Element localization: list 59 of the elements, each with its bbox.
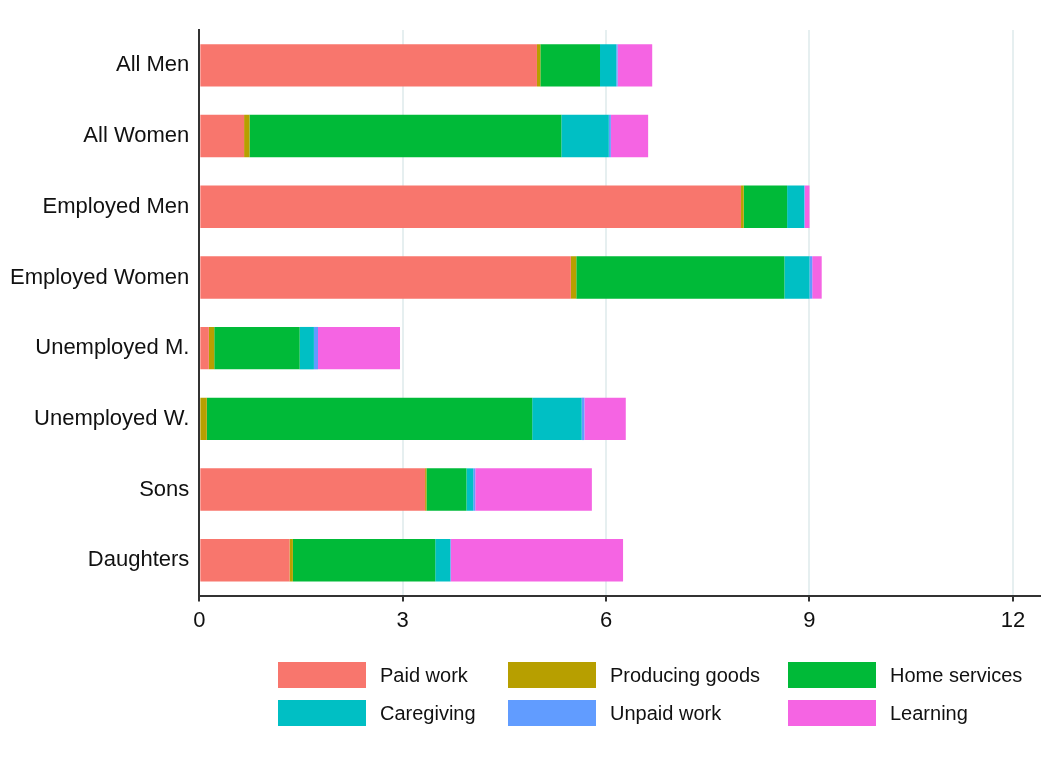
y-tick-label: Unemployed M. [35, 334, 190, 360]
bar [249, 114, 562, 158]
bar [450, 539, 624, 582]
bar [576, 256, 785, 299]
bar [540, 44, 601, 87]
bar [466, 468, 474, 511]
x-tick-label: 3 [396, 606, 409, 632]
bar [200, 114, 245, 158]
bar [610, 114, 649, 158]
x-tick-label: 12 [1000, 606, 1026, 632]
bar [600, 44, 617, 87]
bar [561, 114, 609, 158]
bar [244, 114, 250, 158]
y-tick-label: All Women [83, 122, 190, 148]
bar [617, 44, 653, 87]
bar [473, 468, 476, 511]
bar [200, 397, 207, 441]
bar [584, 397, 626, 441]
bar [812, 256, 822, 299]
x-tick-label: 6 [599, 606, 613, 632]
legend-label: Home services [890, 663, 1023, 687]
y-tick-label: Sons [139, 475, 190, 501]
bar [200, 185, 742, 228]
bar [536, 44, 541, 87]
x-tick-label: 0 [193, 606, 206, 632]
y-tick-label: Unemployed W. [34, 404, 190, 430]
y-tick-label: All Men [115, 51, 190, 77]
bar [426, 468, 467, 511]
bar [787, 185, 805, 228]
bar [809, 256, 813, 299]
bar [532, 397, 582, 441]
bar [317, 326, 401, 370]
bar [299, 326, 314, 370]
legend-label: Paid work [380, 663, 468, 687]
bar [200, 44, 537, 87]
bar [214, 326, 300, 370]
bar [200, 326, 209, 370]
legend-label: Caregiving [380, 701, 476, 725]
bar [206, 397, 533, 441]
bar [608, 114, 611, 158]
bar [784, 256, 810, 299]
bar [570, 256, 577, 299]
x-tick-label: 9 [803, 606, 816, 632]
bar [743, 185, 788, 228]
y-tick-label: Employed Women [10, 263, 190, 289]
legend-label: Learning [890, 701, 968, 725]
y-tick-label: Daughters [87, 546, 190, 572]
bar [741, 185, 744, 228]
bar [200, 468, 426, 511]
y-tick-label: Employed Men [42, 192, 190, 218]
bar [475, 468, 592, 511]
bar [208, 326, 215, 370]
bar [435, 539, 451, 582]
bar [200, 256, 571, 299]
bar [313, 326, 318, 370]
bar [292, 539, 436, 582]
legend-label: Producing goods [610, 663, 761, 687]
legend-label: Unpaid work [610, 701, 722, 725]
bar [200, 539, 290, 582]
